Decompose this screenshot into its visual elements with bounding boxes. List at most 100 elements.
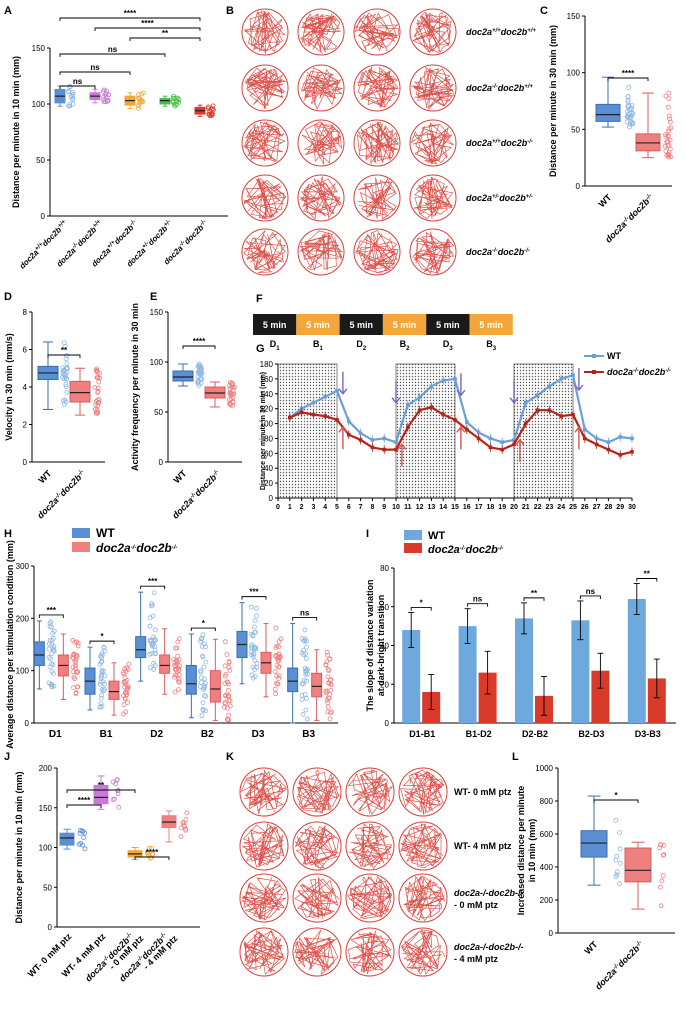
- x-tick-label: 13: [428, 504, 436, 511]
- data-point: [198, 380, 204, 386]
- x-tick-label: 27: [593, 504, 601, 511]
- data-point: [202, 641, 207, 647]
- genotype-part: -/-: [492, 248, 498, 254]
- data-point: [347, 419, 351, 424]
- data-point: [198, 639, 204, 644]
- data-point: [97, 661, 103, 667]
- data-point: [149, 602, 155, 608]
- data-point: [94, 366, 100, 372]
- arena-circle: [353, 64, 401, 112]
- data-point: [67, 84, 73, 90]
- bar-wt: [571, 620, 590, 723]
- data-point: [99, 692, 105, 698]
- arena-circle: [353, 8, 401, 56]
- y-tick-label: 200: [16, 614, 30, 623]
- data-point: [172, 672, 178, 678]
- data-point: [50, 630, 56, 636]
- arena-circle: [292, 927, 342, 977]
- box-mutant: [108, 680, 120, 700]
- data-point: [303, 707, 309, 713]
- arena-circle: [345, 821, 395, 871]
- genotype-part: doc2a: [466, 27, 492, 37]
- block-phase-label: B3: [486, 339, 497, 352]
- genotype-part: doc2a: [466, 247, 492, 257]
- data-point: [299, 410, 304, 415]
- transition-arrow: [338, 371, 348, 395]
- arena-circle: [292, 873, 342, 923]
- data-point: [630, 436, 634, 441]
- legend-marker-wt: [592, 354, 596, 358]
- data-point: [147, 623, 153, 629]
- significance-label: ns: [300, 609, 310, 618]
- block-phase-label: D2: [356, 339, 367, 352]
- data-point: [524, 421, 528, 426]
- x-tick-label: 12: [416, 504, 424, 511]
- data-point: [96, 397, 102, 402]
- phase-letter: B: [486, 339, 493, 349]
- row-genotype-label: doc2a-/-doc2b-/-: [454, 888, 524, 898]
- data-point: [200, 700, 206, 706]
- arena-circle: [398, 767, 448, 817]
- y-axis-title: Increased distance per minutein 10 min (…: [516, 786, 537, 916]
- y-tick-label: 50: [571, 125, 580, 134]
- data-point: [276, 673, 282, 679]
- arena-circle: [409, 174, 457, 222]
- swim-trajectory: [243, 177, 287, 220]
- data-point: [200, 707, 206, 713]
- arena-circle: [345, 873, 395, 923]
- genotype-part: -/-: [129, 219, 137, 227]
- data-point: [141, 90, 146, 96]
- significance-label: ***: [47, 606, 57, 615]
- data-point: [628, 115, 634, 121]
- phase-letter: B: [400, 339, 407, 349]
- data-point: [663, 134, 669, 139]
- data-point: [299, 636, 305, 641]
- data-point: [227, 698, 233, 704]
- y-tick-label: 100: [16, 667, 30, 676]
- x-tick-label: 2: [300, 504, 304, 511]
- genotype-part: +/+: [92, 219, 103, 230]
- swim-trajectory: [348, 930, 392, 975]
- data-point: [417, 408, 422, 412]
- panel-a-chart: 0 50 100 150 Distance per minute in 10 min (…: [11, 9, 228, 271]
- data-point: [288, 415, 292, 420]
- x-tick-label: 0: [276, 504, 280, 511]
- y-tick-label: 400: [540, 863, 554, 872]
- significance-label: ****: [124, 9, 137, 18]
- data-point: [226, 660, 232, 665]
- genotype-part: +/+: [34, 242, 45, 253]
- data-point: [227, 703, 233, 709]
- row-genotype-label: doc2a-/-doc2b-/-: [466, 247, 530, 257]
- data-point: [325, 652, 330, 658]
- y-tick-label: 0: [159, 458, 164, 467]
- transition-arrow: [515, 438, 525, 462]
- data-point: [114, 777, 120, 782]
- data-point: [429, 384, 434, 389]
- y-axis-title: The slope of distance variationat dark-b…: [365, 579, 386, 711]
- data-point: [176, 676, 182, 682]
- data-point: [326, 680, 332, 686]
- data-point: [535, 408, 540, 412]
- legend-label-mutant: doc2a-/-doc2b-/-: [96, 541, 177, 555]
- swim-trajectory: [240, 769, 288, 815]
- swim-trajectory: [400, 769, 445, 815]
- data-point: [176, 657, 182, 663]
- data-point: [614, 872, 620, 878]
- significance-bracket: [292, 617, 318, 621]
- data-point: [613, 857, 619, 863]
- data-point: [203, 659, 209, 665]
- data-point: [667, 137, 673, 143]
- data-point: [659, 878, 665, 884]
- y-tick-label: 0: [41, 212, 46, 221]
- genotype-part: -/-: [131, 545, 137, 551]
- data-point: [325, 674, 331, 680]
- data-point: [624, 119, 630, 125]
- significance-bracket: [59, 53, 166, 57]
- data-point: [95, 389, 101, 394]
- genotype-part: +/+: [492, 139, 501, 145]
- swim-trajectory: [403, 875, 446, 922]
- data-point: [226, 717, 232, 723]
- data-point: [594, 436, 599, 441]
- phase-index: 1: [320, 346, 324, 352]
- y-axis-title: Average distance per stimulation conditi…: [5, 540, 15, 749]
